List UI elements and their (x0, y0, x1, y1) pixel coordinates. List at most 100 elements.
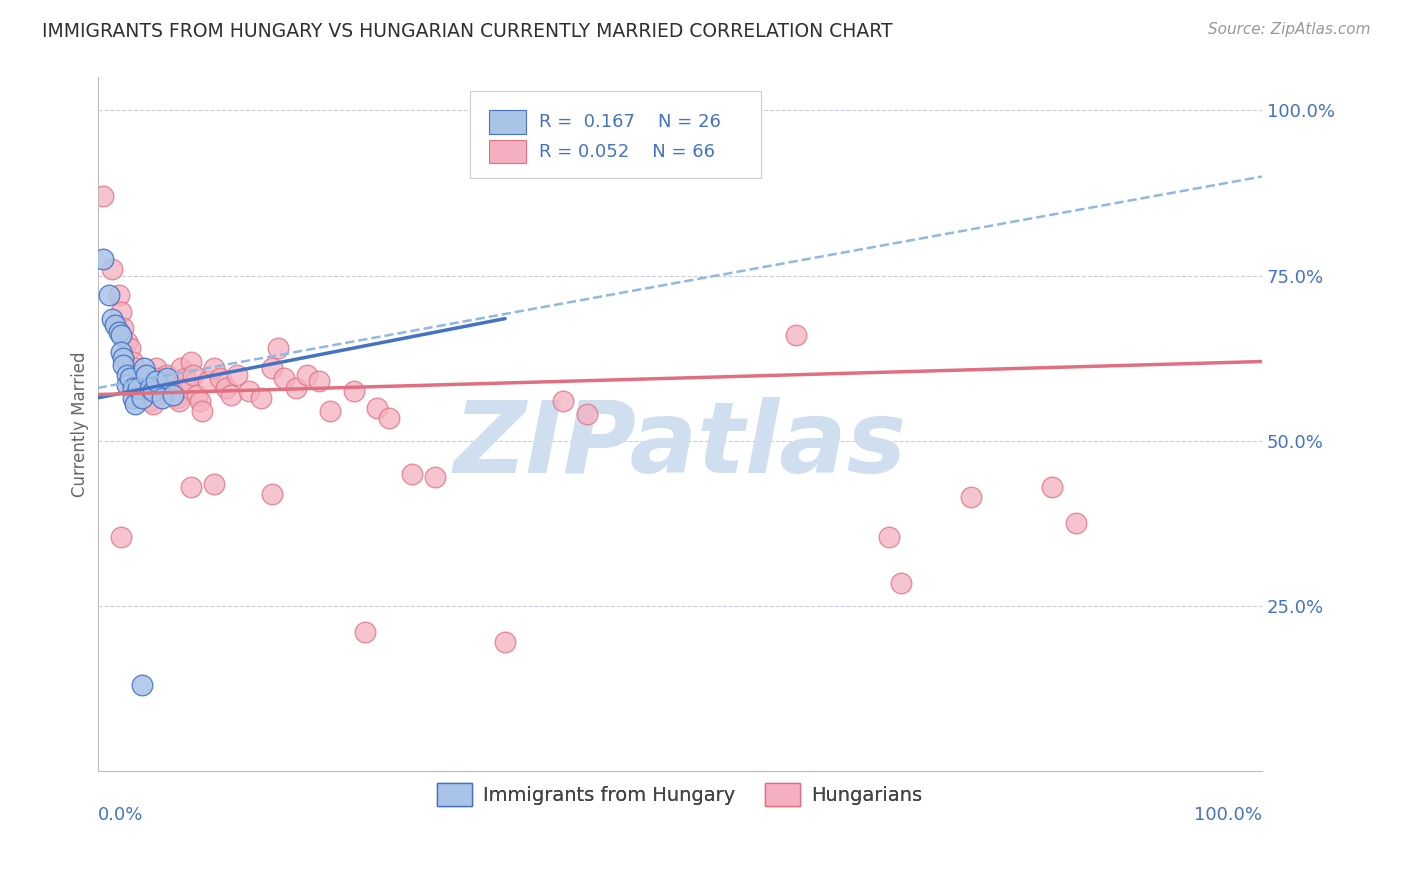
Point (202, 476, 225, 491)
Point (134, 361, 156, 376)
Point (142, 384, 165, 399)
Point (162, 387, 184, 401)
Point (104, 318, 127, 333)
Point (295, 368, 318, 382)
Point (238, 384, 260, 399)
Point (120, 371, 142, 385)
Point (115, 377, 138, 392)
FancyBboxPatch shape (470, 91, 761, 178)
Point (262, 486, 284, 500)
Point (186, 387, 208, 401)
Point (93, 189, 115, 203)
Text: R = 0.052    N = 66: R = 0.052 N = 66 (538, 143, 714, 161)
Point (785, 328, 807, 343)
Point (110, 530, 132, 544)
Point (181, 368, 204, 382)
Point (131, 678, 153, 692)
Point (575, 408, 598, 422)
Point (127, 368, 149, 382)
Point (170, 361, 193, 376)
Point (145, 375, 167, 389)
Point (494, 635, 516, 649)
Point (180, 354, 202, 368)
Point (553, 394, 575, 409)
Point (121, 354, 143, 368)
Point (226, 368, 249, 382)
Point (131, 391, 153, 405)
Point (208, 371, 231, 385)
Point (127, 381, 149, 395)
Point (121, 381, 143, 395)
Point (139, 394, 162, 409)
Point (890, 575, 912, 590)
Point (120, 341, 142, 355)
Point (156, 371, 179, 385)
Point (107, 288, 129, 302)
Point (262, 361, 284, 376)
Point (112, 358, 135, 372)
Point (425, 470, 447, 484)
Point (273, 371, 295, 385)
Point (166, 391, 188, 405)
Legend: Immigrants from Hungary, Hungarians: Immigrants from Hungary, Hungarians (429, 775, 931, 814)
Point (1040, 480, 1063, 494)
Point (167, 394, 190, 409)
Point (1064, 516, 1087, 531)
Point (150, 377, 173, 392)
Point (110, 344, 132, 359)
Point (100, 262, 122, 277)
Point (112, 321, 135, 335)
Point (879, 530, 901, 544)
Point (131, 375, 153, 389)
Point (959, 490, 981, 504)
Text: ZIPatlas: ZIPatlas (453, 397, 907, 493)
Point (343, 384, 366, 399)
Point (107, 325, 129, 339)
Point (93, 252, 115, 266)
Point (142, 397, 165, 411)
Point (135, 387, 157, 401)
Point (110, 328, 132, 343)
Point (150, 391, 173, 405)
Text: R =  0.167    N = 26: R = 0.167 N = 26 (538, 112, 721, 131)
Point (284, 381, 307, 395)
Point (124, 397, 146, 411)
Y-axis label: Currently Married: Currently Married (72, 351, 89, 497)
Point (115, 368, 138, 382)
Point (124, 361, 146, 376)
Point (115, 334, 138, 349)
Point (366, 401, 388, 415)
Point (153, 381, 176, 395)
Point (98, 288, 121, 302)
Point (354, 625, 377, 640)
Point (177, 381, 200, 395)
FancyBboxPatch shape (489, 110, 526, 134)
Point (159, 375, 181, 389)
Point (191, 404, 214, 418)
Point (180, 480, 202, 494)
Point (156, 368, 179, 382)
Point (139, 381, 162, 395)
Point (162, 384, 184, 399)
Point (174, 371, 197, 385)
Point (221, 387, 243, 401)
Point (110, 305, 132, 319)
Point (134, 381, 156, 395)
Text: Source: ZipAtlas.com: Source: ZipAtlas.com (1208, 22, 1371, 37)
Point (214, 381, 236, 395)
Point (135, 368, 157, 382)
Point (319, 404, 342, 418)
Point (100, 311, 122, 326)
Text: IMMIGRANTS FROM HUNGARY VS HUNGARIAN CURRENTLY MARRIED CORRELATION CHART: IMMIGRANTS FROM HUNGARY VS HUNGARIAN CUR… (42, 22, 893, 41)
Point (197, 375, 219, 389)
Point (112, 351, 135, 366)
Point (202, 361, 225, 376)
Point (146, 371, 169, 385)
Point (267, 341, 290, 355)
Point (308, 375, 330, 389)
Point (121, 391, 143, 405)
Point (145, 361, 167, 376)
FancyBboxPatch shape (489, 140, 526, 163)
Point (249, 391, 271, 405)
Text: 0.0%: 0.0% (97, 805, 143, 824)
